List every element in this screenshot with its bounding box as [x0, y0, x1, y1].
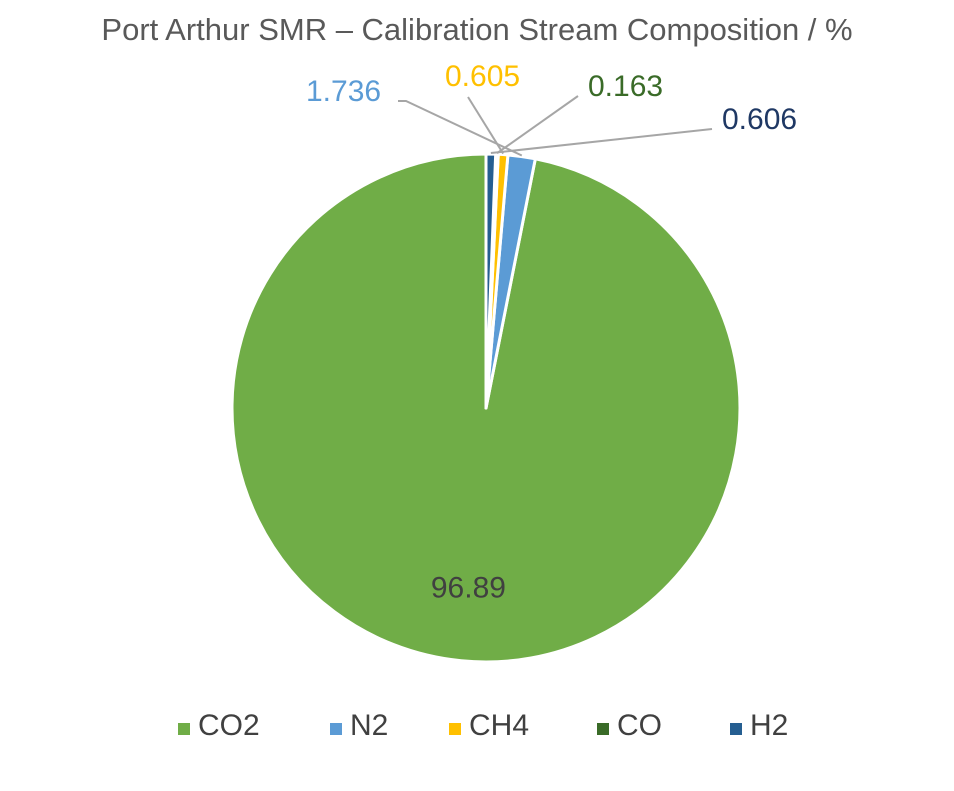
legend: CO2 N2 CH4 CO H2 — [178, 709, 788, 742]
legend-label-n2: N2 — [350, 709, 388, 742]
data-labels: 96.89 1.736 0.605 0.163 0.606 — [306, 60, 797, 604]
data-label-ch4: 0.605 — [445, 60, 520, 93]
leader-line-co — [496, 95, 579, 155]
legend-label-co: CO — [617, 709, 662, 742]
legend-swatch-co — [597, 723, 609, 735]
leader-line-n2 — [398, 100, 523, 157]
chart-title: Port Arthur SMR – Calibration Stream Com… — [101, 12, 852, 47]
legend-item-ch4: CH4 — [449, 709, 529, 742]
legend-label-co2: CO2 — [198, 709, 260, 742]
data-label-h2: 0.606 — [722, 103, 797, 136]
legend-item-n2: N2 — [330, 709, 388, 742]
legend-swatch-co2 — [178, 723, 190, 735]
pie-slices — [230, 152, 742, 664]
legend-item-co: CO — [597, 709, 662, 742]
legend-item-h2: H2 — [730, 709, 788, 742]
leader-line-ch4 — [467, 96, 505, 155]
data-label-co: 0.163 — [588, 70, 663, 103]
legend-swatch-h2 — [730, 723, 742, 735]
leader-lines — [398, 95, 713, 157]
data-label-n2: 1.736 — [306, 75, 381, 108]
legend-label-ch4: CH4 — [469, 709, 529, 742]
legend-swatch-n2 — [330, 723, 342, 735]
legend-label-h2: H2 — [750, 709, 788, 742]
data-label-co2: 96.89 — [431, 571, 506, 604]
leader-line-h2 — [490, 128, 713, 155]
pie-slice-h2 — [484, 152, 498, 410]
legend-item-co2: CO2 — [178, 709, 260, 742]
legend-swatch-ch4 — [449, 723, 461, 735]
